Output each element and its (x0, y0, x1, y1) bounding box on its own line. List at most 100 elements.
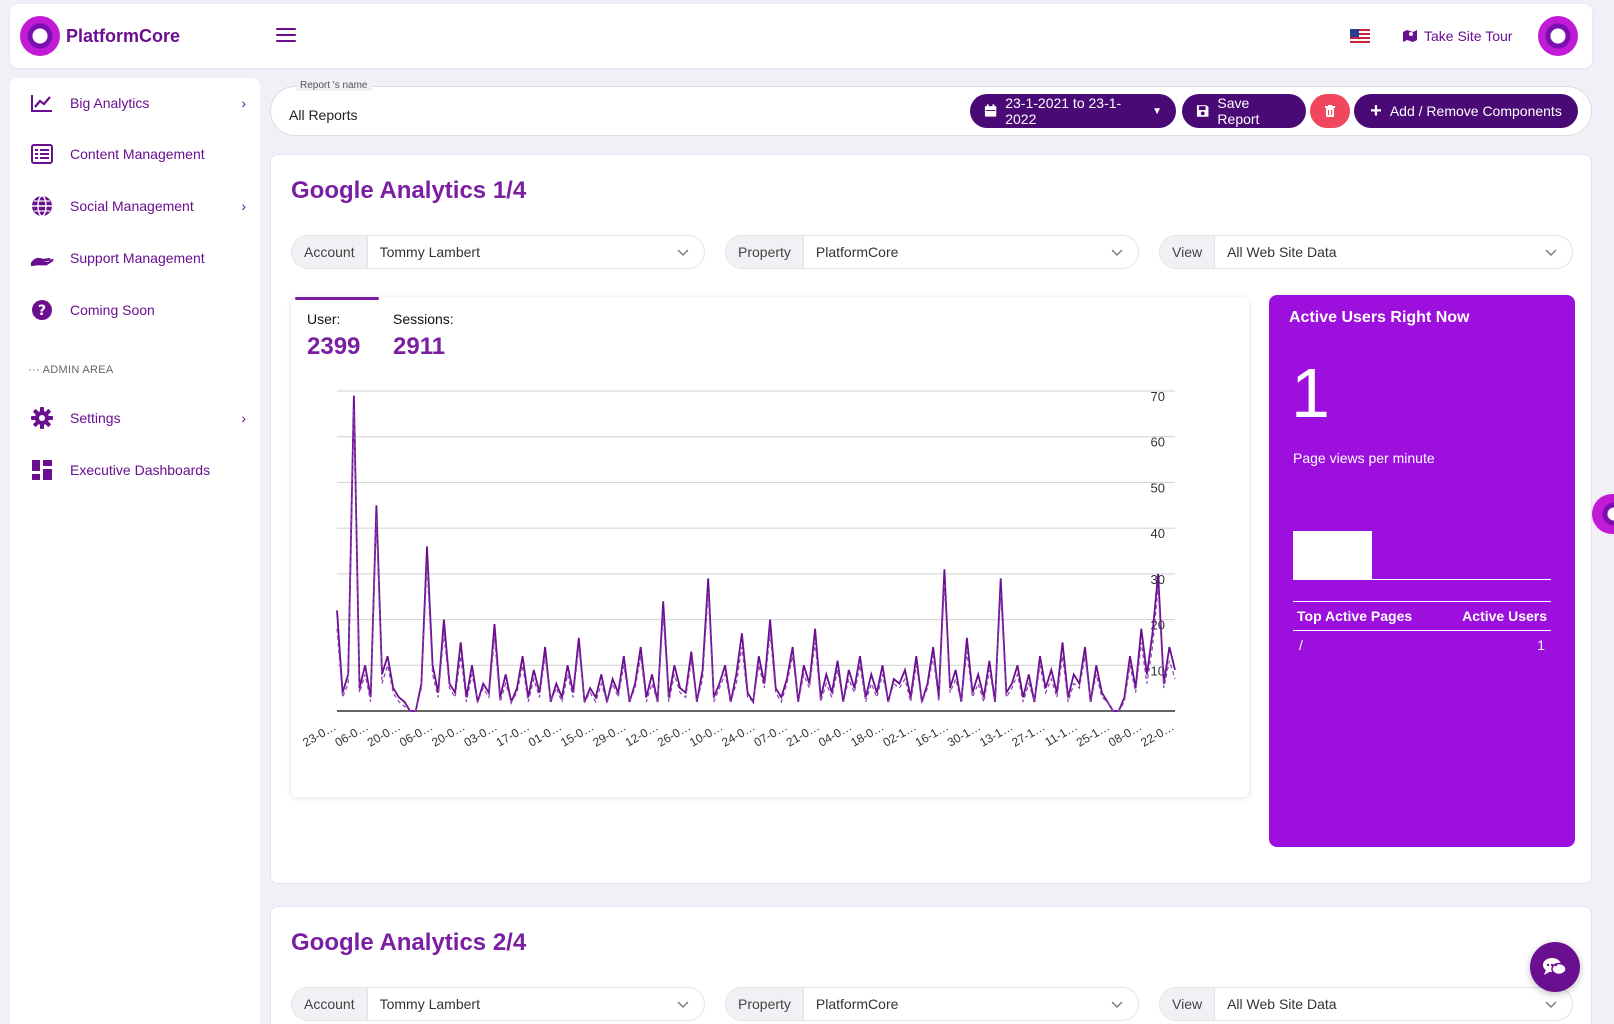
sidebar-item-support-management[interactable]: Support Management (10, 238, 260, 278)
x-tick-label: 21-0… (784, 719, 822, 749)
x-tick-label: 02-1… (880, 719, 918, 749)
trash-icon (1325, 105, 1335, 117)
x-tick-label: 18-0… (848, 719, 886, 749)
x-tick-label: 26-0… (655, 719, 693, 749)
sidebar-item-label: Big Analytics (70, 95, 150, 111)
chevron-down-icon (1545, 249, 1557, 256)
sidebar-item-label: Executive Dashboards (70, 462, 211, 478)
x-tick-label: 24-0… (719, 719, 757, 749)
save-report-button[interactable]: Save Report (1182, 94, 1306, 128)
account-prefix: Account (292, 236, 368, 268)
account-select[interactable]: Account Tommy Lambert (291, 987, 705, 1021)
property-select[interactable]: Property PlatformCore (725, 987, 1139, 1021)
x-tick-label: 11-1… (1042, 719, 1079, 749)
sidebar-item-content-management[interactable]: Content Management (10, 134, 260, 174)
chevron-down-icon (677, 249, 689, 256)
y-tick-label: 50 (1151, 480, 1165, 495)
report-name-value[interactable]: All Reports (289, 107, 358, 123)
add-remove-components-label: Add / Remove Components (1389, 103, 1562, 119)
brand-logo[interactable]: PlatformCore (20, 16, 180, 56)
sidebar-item-label: Settings (70, 410, 121, 426)
floppy-disk-icon (1196, 105, 1209, 117)
chevron-down-icon (1111, 249, 1123, 256)
question-circle-icon: ? (30, 298, 54, 322)
brand-name: PlatformCore (66, 25, 181, 46)
us-flag-icon[interactable] (1350, 29, 1370, 43)
sidebar-item-coming-soon[interactable]: ? Coming Soon (10, 290, 260, 330)
chat-button[interactable] (1530, 942, 1580, 992)
x-tick-label: 29-0… (590, 719, 628, 749)
y-tick-label: 10 (1151, 663, 1165, 678)
user-avatar[interactable] (1538, 16, 1578, 56)
dashboard-icon (30, 458, 54, 482)
x-tick-label: 03-0… (461, 719, 499, 749)
date-range-label: 23-1-2021 to 23-1-2022 (1005, 95, 1122, 127)
take-site-tour-button[interactable]: Take Site Tour (1402, 28, 1512, 44)
add-remove-components-button[interactable]: + Add / Remove Components (1354, 94, 1578, 128)
page-users: 1 (1537, 637, 1545, 653)
account-prefix: Account (292, 988, 368, 1020)
property-select[interactable]: Property PlatformCore (725, 235, 1139, 269)
view-select[interactable]: View All Web Site Data (1159, 987, 1573, 1021)
property-prefix: Property (726, 988, 804, 1020)
user-label: User: (307, 311, 341, 327)
delete-report-button[interactable] (1310, 94, 1350, 128)
x-tick-label: 16-1… (913, 719, 951, 749)
sidebar-item-label: Coming Soon (70, 302, 155, 318)
active-users-panel: Active Users Right Now 1 Page views per … (1269, 295, 1575, 847)
x-tick-label: 06-0… (333, 719, 371, 749)
property-prefix: Property (726, 236, 804, 268)
platformcore-logo-icon (20, 16, 60, 56)
account-value: Tommy Lambert (379, 244, 480, 260)
page-views-label: Page views per minute (1293, 450, 1435, 466)
view-select[interactable]: View All Web Site Data (1159, 235, 1573, 269)
plus-icon: + (1370, 100, 1382, 122)
calendar-icon (984, 104, 997, 117)
google-analytics-card-2: Google Analytics 2/4 Account Tommy Lambe… (270, 906, 1592, 1024)
col-top-active-pages: Top Active Pages (1297, 608, 1413, 624)
x-tick-label: 07-0… (752, 719, 790, 749)
top-pages-header: Top Active Pages Active Users (1293, 601, 1551, 631)
chevron-right-icon: › (241, 198, 246, 214)
x-tick-label: 15-0… (558, 719, 596, 749)
x-tick-label: 04-0… (816, 719, 854, 749)
sessions-label: Sessions: (393, 311, 454, 327)
property-value: PlatformCore (815, 244, 899, 260)
top-pages-row: / 1 (1293, 637, 1551, 653)
sidebar-item-big-analytics[interactable]: Big Analytics › (10, 83, 260, 123)
x-tick-label: 13-1… (977, 719, 1015, 749)
sidebar-item-settings[interactable]: Settings › (10, 398, 260, 438)
menu-toggle-icon[interactable] (276, 28, 296, 44)
take-site-tour-label: Take Site Tour (1424, 28, 1513, 44)
chevron-right-icon: › (241, 95, 246, 111)
date-range-button[interactable]: 23-1-2021 to 23-1-2022 ▼ (970, 94, 1176, 128)
top-bar: PlatformCore Take Site Tour (10, 4, 1592, 68)
x-tick-label: 20-0… (429, 719, 467, 749)
active-users-count: 1 (1291, 354, 1330, 432)
col-active-users: Active Users (1462, 608, 1547, 624)
sessions-value: 2911 (393, 333, 446, 360)
sidebar-item-executive-dashboards[interactable]: Executive Dashboards (10, 450, 260, 490)
gear-icon (30, 406, 54, 430)
card-title: Google Analytics 1/4 (291, 177, 527, 204)
side-drawer-toggle[interactable] (1592, 494, 1614, 534)
sidebar-item-label: Support Management (70, 250, 205, 266)
chevron-down-icon (677, 1001, 689, 1008)
x-tick-label: 08-0… (1106, 719, 1144, 749)
sidebar-item-label: Social Management (70, 198, 194, 214)
account-value: Tommy Lambert (379, 996, 480, 1012)
x-tick-label: 30-1… (945, 719, 983, 749)
y-tick-label: 60 (1151, 435, 1165, 450)
x-tick-label: 23-0… (300, 719, 338, 749)
admin-area-label: ··· ADMIN AREA (28, 364, 114, 376)
user-value: 2399 (307, 333, 361, 360)
view-value: All Web Site Data (1227, 244, 1337, 260)
sidebar-item-social-management[interactable]: Social Management › (10, 186, 260, 226)
account-select[interactable]: Account Tommy Lambert (291, 235, 705, 269)
page-views-bar (1293, 531, 1372, 579)
x-tick-label: 06-0… (397, 719, 435, 749)
x-tick-label: 25-1… (1074, 719, 1112, 749)
active-tab-indicator (295, 297, 379, 300)
active-users-title: Active Users Right Now (1289, 309, 1470, 326)
page-path[interactable]: / (1299, 637, 1303, 653)
